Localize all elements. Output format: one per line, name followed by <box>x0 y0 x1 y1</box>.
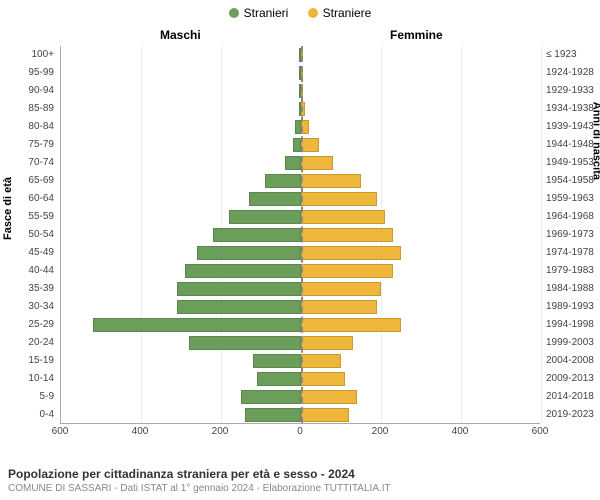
y-right-tick-label: ≤ 1923 <box>546 46 600 64</box>
bar-female <box>301 246 401 260</box>
chart-subtitle: COMUNE DI SASSARI - Dati ISTAT al 1° gen… <box>8 483 592 494</box>
y-left-tick-label: 70-74 <box>0 154 54 172</box>
y-right-tick-label: 1934-1938 <box>546 100 600 118</box>
y-right-tick-label: 1954-1958 <box>546 172 600 190</box>
center-axis-line <box>301 46 303 423</box>
legend-label-female: Straniere <box>323 6 372 20</box>
bar-male <box>257 372 301 386</box>
y-left-tick-label: 30-34 <box>0 298 54 316</box>
bar-male <box>293 138 301 152</box>
y-right-tick-label: 1974-1978 <box>546 244 600 262</box>
x-tick-label: 0 <box>297 426 303 437</box>
y-right-tick-label: 1929-1933 <box>546 82 600 100</box>
y-left-tick-label: 5-9 <box>0 388 54 406</box>
y-left-tick-label: 100+ <box>0 46 54 64</box>
bar-female <box>301 408 349 422</box>
bar-male <box>197 246 301 260</box>
y-right-tick-label: 2014-2018 <box>546 388 600 406</box>
bar-male <box>253 354 301 368</box>
y-right-tick-label: 1999-2003 <box>546 334 600 352</box>
bar-male <box>285 156 301 170</box>
y-right-tick-label: 2019-2023 <box>546 406 600 424</box>
bar-male <box>265 174 301 188</box>
x-tick-label: 600 <box>52 426 69 437</box>
y-left-tick-label: 25-29 <box>0 316 54 334</box>
y-right-tick-label: 1994-1998 <box>546 316 600 334</box>
legend-item-male: Stranieri <box>229 6 289 20</box>
y-right-tick-label: 2004-2008 <box>546 352 600 370</box>
bar-female <box>301 372 345 386</box>
bar-female <box>301 210 385 224</box>
pyramid-chart: Maschi Femmine 6004002000200400600100+≤ … <box>60 28 540 448</box>
y-left-tick-label: 60-64 <box>0 190 54 208</box>
bar-male <box>249 192 301 206</box>
y-right-tick-label: 1939-1943 <box>546 118 600 136</box>
y-right-tick-label: 1949-1953 <box>546 154 600 172</box>
y-right-tick-label: 1989-1993 <box>546 298 600 316</box>
bar-female <box>301 282 381 296</box>
bar-male <box>213 228 301 242</box>
bar-female <box>301 138 319 152</box>
bar-male <box>177 282 301 296</box>
bar-female <box>301 354 341 368</box>
bar-male <box>245 408 301 422</box>
bar-female <box>301 192 377 206</box>
y-right-tick-label: 1959-1963 <box>546 190 600 208</box>
x-tick-label: 200 <box>372 426 389 437</box>
plot-area <box>60 46 540 424</box>
bar-female <box>301 264 393 278</box>
legend: Stranieri Straniere <box>0 6 600 21</box>
y-left-tick-label: 35-39 <box>0 280 54 298</box>
y-left-tick-label: 90-94 <box>0 82 54 100</box>
y-right-tick-label: 1924-1928 <box>546 64 600 82</box>
y-right-tick-label: 2009-2013 <box>546 370 600 388</box>
bar-female <box>301 156 333 170</box>
bar-male <box>189 336 301 350</box>
legend-item-female: Straniere <box>308 6 372 20</box>
y-left-tick-label: 75-79 <box>0 136 54 154</box>
x-tick-label: 400 <box>452 426 469 437</box>
circle-icon <box>229 8 239 18</box>
y-right-tick-label: 1944-1948 <box>546 136 600 154</box>
y-left-tick-label: 20-24 <box>0 334 54 352</box>
y-left-tick-label: 55-59 <box>0 208 54 226</box>
y-left-tick-label: 40-44 <box>0 262 54 280</box>
bar-male <box>229 210 301 224</box>
y-right-tick-label: 1984-1988 <box>546 280 600 298</box>
y-left-tick-label: 65-69 <box>0 172 54 190</box>
column-header-male: Maschi <box>160 28 201 42</box>
bar-female <box>301 318 401 332</box>
y-left-tick-label: 15-19 <box>0 352 54 370</box>
y-left-tick-label: 80-84 <box>0 118 54 136</box>
y-left-tick-label: 10-14 <box>0 370 54 388</box>
column-header-female: Femmine <box>390 28 443 42</box>
x-tick-label: 400 <box>132 426 149 437</box>
bar-male <box>177 300 301 314</box>
y-left-tick-label: 45-49 <box>0 244 54 262</box>
circle-icon <box>308 8 318 18</box>
bar-male <box>241 390 301 404</box>
y-right-tick-label: 1979-1983 <box>546 262 600 280</box>
x-tick-label: 200 <box>212 426 229 437</box>
x-tick-label: 600 <box>532 426 549 437</box>
bar-female <box>301 228 393 242</box>
y-left-tick-label: 95-99 <box>0 64 54 82</box>
y-left-tick-label: 0-4 <box>0 406 54 424</box>
bar-female <box>301 300 377 314</box>
y-right-tick-label: 1969-1973 <box>546 226 600 244</box>
y-left-tick-label: 50-54 <box>0 226 54 244</box>
bar-female <box>301 336 353 350</box>
bar-male <box>93 318 301 332</box>
chart-title: Popolazione per cittadinanza straniera p… <box>8 467 592 481</box>
bar-female <box>301 174 361 188</box>
bar-male <box>185 264 301 278</box>
bar-female <box>301 390 357 404</box>
y-left-tick-label: 85-89 <box>0 100 54 118</box>
grid-line <box>541 46 542 423</box>
chart-footer: Popolazione per cittadinanza straniera p… <box>8 467 592 494</box>
legend-label-male: Stranieri <box>244 6 289 20</box>
y-right-tick-label: 1964-1968 <box>546 208 600 226</box>
